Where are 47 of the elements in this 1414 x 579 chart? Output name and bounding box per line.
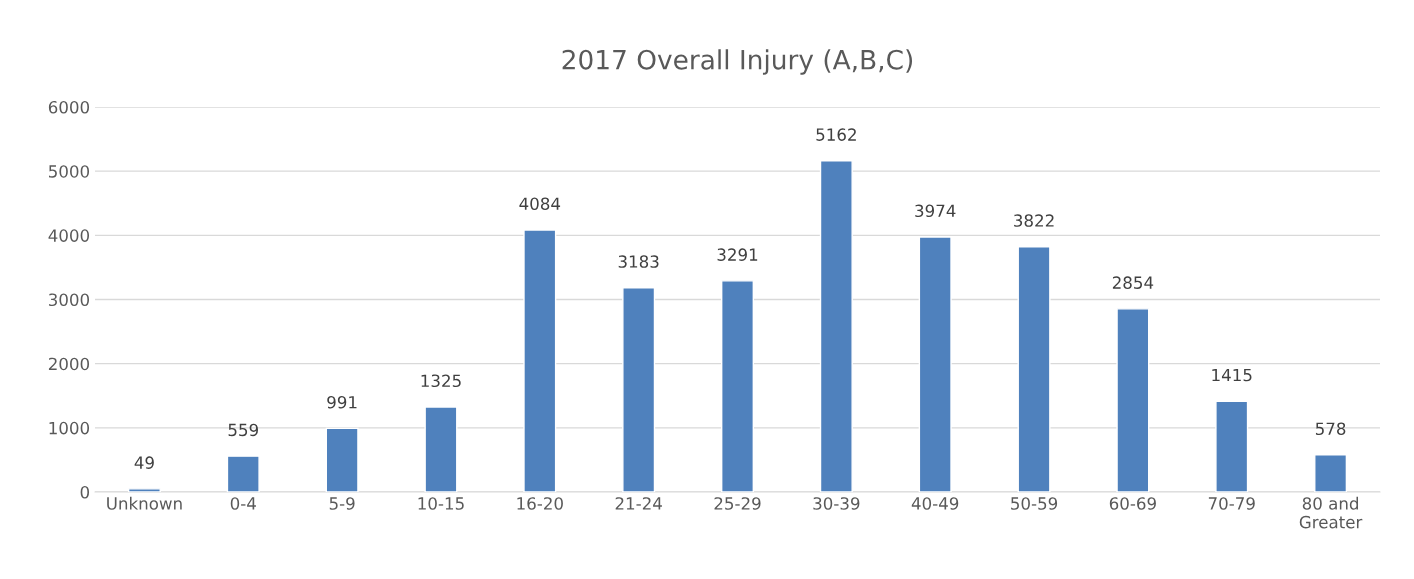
x-tick-label: 40-49 <box>911 497 959 510</box>
x-tick-label: 16-20 <box>517 497 563 510</box>
bar <box>226 455 260 492</box>
bar <box>720 280 755 492</box>
y-tick-label: 3000 <box>48 293 90 307</box>
bar <box>523 229 557 492</box>
bar <box>127 488 161 492</box>
y-tick-label: 2000 <box>48 357 90 371</box>
x-tick-label: 30-39 <box>813 497 860 510</box>
data-label: 3183 <box>618 255 659 268</box>
bar <box>1314 454 1348 492</box>
data-label: 3974 <box>915 204 956 218</box>
x-tick-label: 70-79 <box>1208 497 1255 510</box>
y-tick-label: 1000 <box>49 421 90 435</box>
data-label: 991 <box>327 395 357 409</box>
bar <box>424 406 458 492</box>
bar <box>1017 246 1051 492</box>
x-tick-label: 21-24 <box>615 497 662 510</box>
y-tick-label: 6000 <box>48 100 90 114</box>
data-label: 578 <box>1315 422 1346 436</box>
data-label: 5162 <box>816 128 856 141</box>
bar <box>918 236 952 492</box>
x-tick-label: 25-29 <box>714 497 761 510</box>
x-tick-label: 60-69 <box>1109 497 1156 510</box>
y-tick-label: 0 <box>80 485 90 499</box>
chart-title: 2017 Overall Injury (A,B,C) <box>562 49 913 75</box>
data-label: 2854 <box>1112 276 1154 289</box>
y-tick-label: 5000 <box>49 165 90 178</box>
data-label: 49 <box>134 456 154 469</box>
data-label: 1325 <box>421 374 461 388</box>
x-tick-label: 50-59 <box>1011 497 1058 510</box>
bar <box>1116 308 1150 492</box>
data-label: 3822 <box>1014 214 1054 227</box>
data-label: 3291 <box>717 248 758 261</box>
x-tick-label: 10-15 <box>418 497 464 510</box>
x-tick-label: 5-9 <box>329 497 355 510</box>
y-tick-label: 4000 <box>48 229 90 242</box>
bar <box>1215 400 1249 492</box>
bar <box>819 160 853 492</box>
x-tick-label: 0-4 <box>230 497 256 510</box>
data-label: 1415 <box>1212 368 1252 382</box>
bar <box>325 427 359 492</box>
data-label: 4084 <box>519 197 561 211</box>
x-tick-label: Unknown <box>107 496 182 510</box>
bar <box>622 287 656 492</box>
x-tick-label: 80 and Greater <box>1299 496 1363 529</box>
data-label: 559 <box>228 423 258 437</box>
